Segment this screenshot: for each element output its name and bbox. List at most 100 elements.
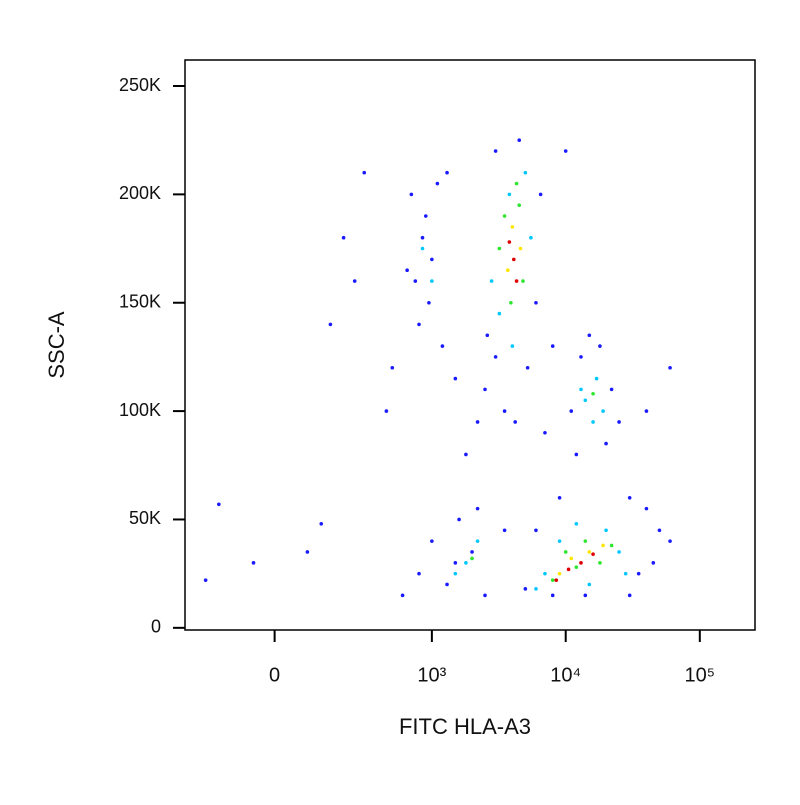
data-point [514, 181, 519, 186]
data-point [598, 561, 602, 565]
data-point [413, 279, 418, 283]
data-point [453, 376, 458, 381]
data-point [521, 279, 525, 283]
data-point [217, 502, 221, 507]
data-point [569, 409, 574, 413]
data-point [583, 539, 588, 543]
data-point [651, 561, 656, 565]
data-point [557, 495, 562, 500]
data-point [514, 279, 519, 283]
data-point [579, 387, 583, 392]
data-point [510, 225, 515, 229]
data-point [475, 506, 480, 511]
data-point [557, 539, 562, 543]
data-point [511, 257, 516, 262]
data-point [502, 214, 507, 218]
data-point [627, 495, 632, 500]
data-point [627, 593, 632, 598]
x-tick-label: 10⁴ [550, 664, 581, 686]
data-point [430, 539, 434, 543]
data-point [517, 203, 522, 208]
data-point [445, 170, 449, 175]
data-point [550, 578, 555, 582]
data-point [453, 561, 458, 565]
data-point [623, 571, 628, 576]
data-point [475, 539, 480, 543]
data-point [579, 561, 583, 565]
data-point [574, 565, 579, 569]
data-point [604, 528, 608, 533]
data-point [543, 571, 547, 576]
data-point [470, 556, 474, 561]
data-point [583, 398, 588, 403]
data-point [493, 149, 498, 153]
data-point [543, 430, 547, 435]
data-point [598, 344, 602, 348]
data-point [525, 365, 530, 370]
x-tick-label: 0 [269, 664, 280, 686]
data-point [509, 300, 513, 305]
data-point [203, 578, 208, 582]
y-tick-label: 150K [119, 291, 161, 311]
data-point [464, 452, 468, 457]
data-point [636, 571, 641, 576]
data-point [497, 311, 502, 316]
data-point [420, 235, 425, 240]
data-point [591, 391, 595, 396]
data-point [668, 539, 672, 543]
y-tick-label: 200K [119, 183, 161, 203]
data-point [489, 279, 494, 283]
data-point [587, 582, 592, 587]
data-point [485, 333, 490, 338]
data-point [510, 344, 515, 348]
data-point [493, 355, 498, 359]
data-point [506, 268, 510, 273]
data-point [617, 420, 621, 424]
y-tick-label: 50K [129, 508, 161, 528]
data-point [601, 409, 605, 413]
data-point [362, 170, 367, 175]
data-point [587, 333, 592, 338]
data-point [583, 593, 588, 598]
data-point [574, 452, 579, 457]
data-point [470, 550, 474, 554]
data-point [523, 170, 528, 175]
data-point [384, 409, 389, 413]
data-point [550, 593, 555, 598]
data-point [523, 587, 528, 591]
x-tick-label: 10³ [417, 664, 446, 686]
data-point [457, 517, 461, 522]
data-point [427, 300, 431, 305]
data-point [430, 279, 434, 283]
data-point [518, 246, 523, 251]
data-point [668, 365, 672, 370]
data-point [604, 441, 608, 446]
data-point [251, 561, 256, 565]
data-point [423, 214, 428, 218]
data-point [601, 543, 605, 548]
y-tick-label: 250K [119, 75, 161, 95]
data-point [591, 420, 595, 424]
data-point [517, 138, 522, 142]
data-point [417, 571, 421, 576]
data-point [390, 365, 395, 370]
data-point [574, 522, 579, 526]
data-point [497, 246, 502, 251]
data-point [513, 420, 517, 424]
data-point [352, 279, 357, 283]
data-point [550, 344, 555, 348]
data-point [420, 246, 425, 251]
data-point [440, 344, 445, 348]
data-point [617, 550, 621, 554]
data-point [435, 181, 440, 186]
data-point [563, 550, 568, 554]
y-axis-label: SSC-A [44, 311, 69, 379]
data-point [483, 593, 487, 598]
data-point [445, 582, 449, 587]
data-point [507, 192, 512, 197]
data-point [566, 567, 571, 572]
data-point [502, 409, 507, 413]
data-point [554, 578, 559, 582]
data-point [319, 522, 324, 526]
